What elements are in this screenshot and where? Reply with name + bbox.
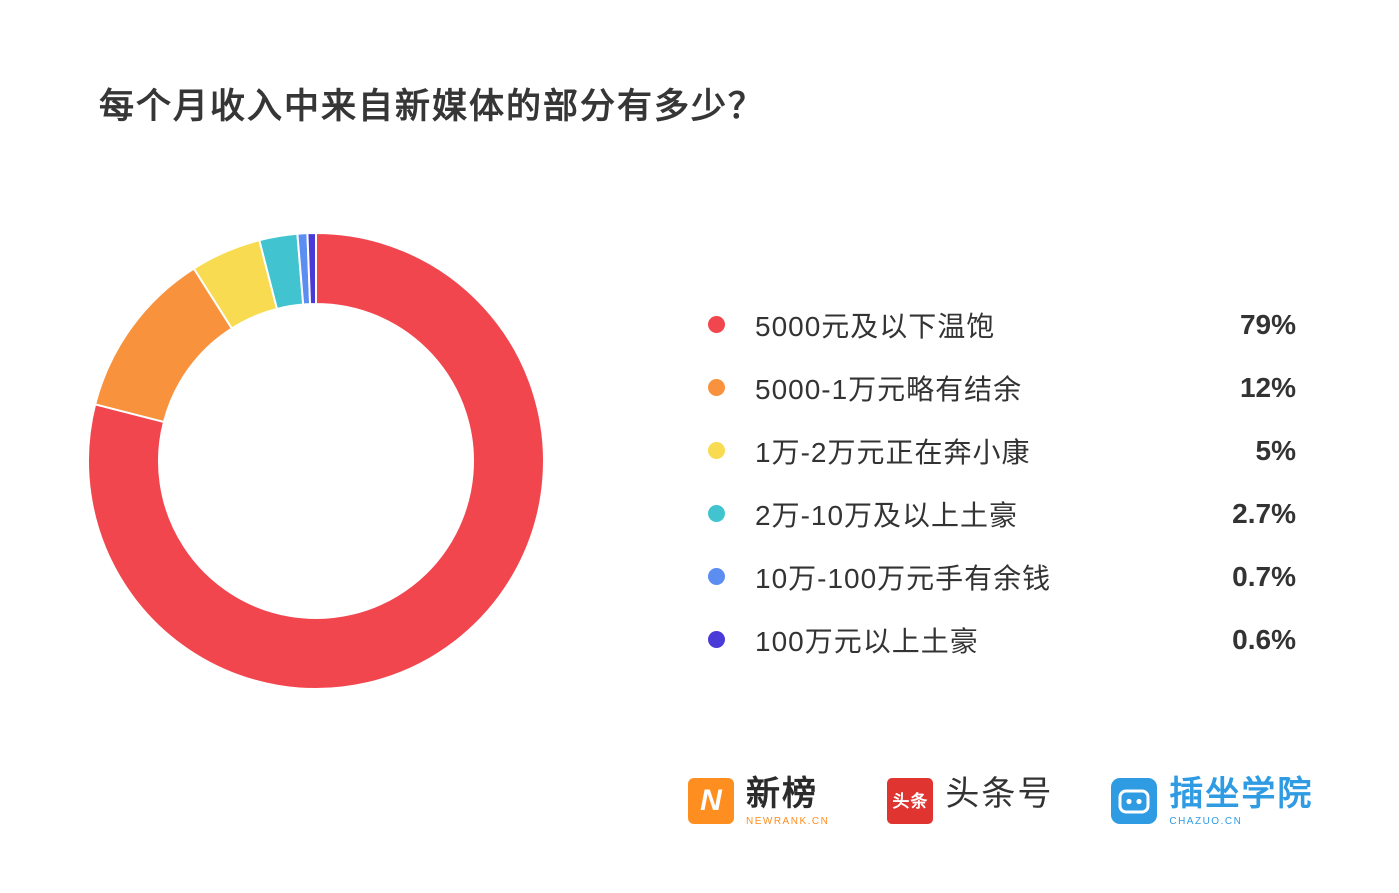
chazuo-logo-subtitle: CHAZUO.CN [1169, 816, 1243, 828]
legend-item: 1万-2万元正在奔小康 5% [708, 419, 1296, 482]
legend-value: 5% [1255, 434, 1296, 466]
legend-value: 0.6% [1232, 623, 1296, 655]
legend-item: 5000-1万元略有结余 12% [708, 356, 1296, 419]
newrank-logo: N 新榜 NEWRANK.CN [688, 775, 830, 828]
newrank-logo-icon: N [688, 778, 734, 824]
legend-label: 5000-1万元略有结余 [755, 373, 1023, 405]
legend-item: 5000元及以下温饱 79% [708, 293, 1296, 356]
legend-label: 1万-2万元正在奔小康 [755, 436, 1031, 468]
legend-item: 10万-100万元手有余钱 0.7% [708, 545, 1296, 608]
legend-value: 2.7% [1232, 497, 1296, 529]
legend-dot [708, 505, 725, 522]
legend-dot [708, 631, 725, 648]
newrank-logo-text: 新榜 [746, 775, 818, 813]
legend-item: 100万元以上土豪 0.6% [708, 608, 1296, 671]
legend-item: 2万-10万及以上土豪 2.7% [708, 482, 1296, 545]
chazuo-face-icon [1118, 789, 1150, 814]
footer-logos: N 新榜 NEWRANK.CN 头条 头条号 [688, 775, 1314, 828]
legend-dot [708, 379, 725, 396]
page-title: 每个月收入中来自新媒体的部分有多少？ [99, 87, 766, 126]
donut-segment-0 [87, 232, 545, 690]
donut-chart-svg [87, 232, 545, 690]
legend-value: 12% [1239, 371, 1296, 403]
chazuo-logo: 插坐学院 CHAZUO.CN [1111, 775, 1314, 828]
toutiao-logo-text: 头条号 [945, 775, 1054, 813]
newrank-icon-glyph: N [700, 784, 722, 817]
legend-label: 100万元以上土豪 [755, 625, 979, 657]
legend-dot [708, 316, 725, 333]
legend-label: 5000元及以下温饱 [755, 310, 996, 342]
legend-value: 0.7% [1232, 560, 1296, 592]
legend-dot [708, 442, 725, 459]
toutiao-logo-icon: 头条 [887, 778, 934, 824]
newrank-logo-subtitle: NEWRANK.CN [746, 816, 830, 828]
chart-legend: 5000元及以下温饱 79% 5000-1万元略有结余 12% 1万-2万元正在… [708, 293, 1296, 671]
legend-value: 79% [1239, 308, 1296, 340]
donut-segment-5 [306, 232, 317, 306]
chazuo-logo-icon [1111, 778, 1158, 824]
toutiao-logo: 头条 头条号 [887, 775, 1054, 824]
legend-label: 10万-100万元手有余钱 [755, 562, 1052, 594]
toutiao-icon-glyph: 头条 [892, 791, 929, 811]
donut-chart [85, 230, 547, 692]
legend-dot [708, 568, 725, 585]
chazuo-logo-text: 插坐学院 [1169, 775, 1314, 813]
legend-label: 2万-10万及以上土豪 [755, 499, 1019, 531]
